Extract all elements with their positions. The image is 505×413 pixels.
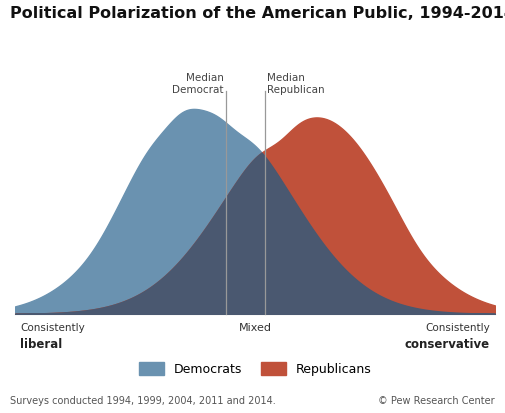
Text: Mixed: Mixed <box>238 323 272 332</box>
Legend: Democrats, Republicans: Democrats, Republicans <box>138 362 372 376</box>
Text: Political Polarization of the American Public, 1994-2014: Political Polarization of the American P… <box>10 6 505 21</box>
Text: Median
Democrat: Median Democrat <box>172 73 224 95</box>
Text: Surveys conducted 1994, 1999, 2004, 2011 and 2014.: Surveys conducted 1994, 1999, 2004, 2011… <box>10 396 276 406</box>
Text: Median
Republican: Median Republican <box>267 73 325 95</box>
Text: conservative: conservative <box>405 338 490 351</box>
Text: liberal: liberal <box>20 338 62 351</box>
Text: Consistently: Consistently <box>425 323 490 332</box>
Text: Consistently: Consistently <box>20 323 85 332</box>
Text: © Pew Research Center: © Pew Research Center <box>378 396 495 406</box>
